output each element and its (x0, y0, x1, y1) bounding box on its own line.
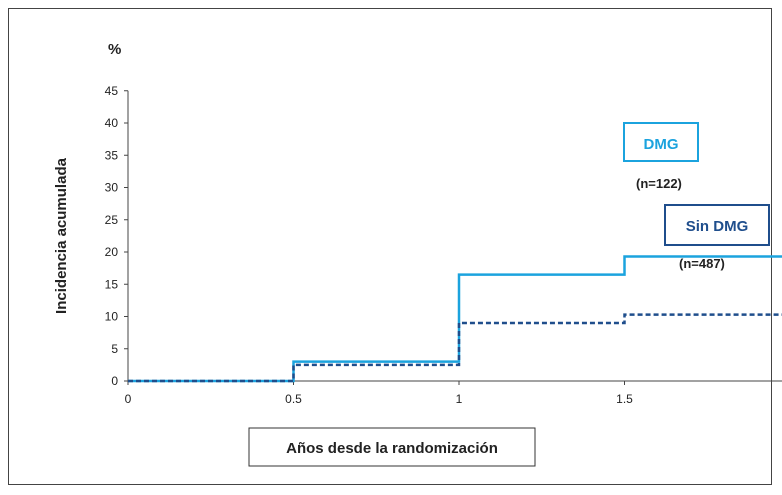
y-tick-label: 15 (105, 277, 119, 291)
y-tick-label: 40 (105, 116, 119, 130)
legend-n-sin-dmg: (n=487) (679, 256, 725, 271)
x-axis-title: Años desde la randomización (286, 440, 498, 457)
series-line-dmg (128, 255, 782, 383)
y-tick-label: 5 (111, 342, 118, 356)
y-tick-label: 20 (105, 245, 119, 259)
chart-frame (8, 8, 772, 485)
axes (124, 90, 782, 385)
y-tick-label: 35 (105, 148, 119, 162)
x-tick-label: 1.5 (616, 392, 633, 406)
legend-n-dmg: (n=122) (636, 176, 682, 191)
y-tick-label: 45 (105, 84, 119, 98)
y-unit-label: % (108, 41, 121, 58)
legend-box-sin-dmg (664, 204, 770, 246)
y-tick-label: 0 (111, 374, 118, 388)
series-layer (128, 255, 782, 383)
y-axis-title: Incidencia acumulada (53, 157, 70, 314)
legend-label-sin-dmg: Sin DMG (686, 218, 749, 235)
y-tick-label: 30 (105, 181, 119, 195)
x-tick-label: 1 (456, 392, 463, 406)
x-axis-title-box (248, 427, 536, 467)
y-tick-label: 10 (105, 310, 119, 324)
legend-box-dmg (623, 122, 699, 162)
x-tick-label: 0 (125, 392, 132, 406)
legend-label-dmg: DMG (644, 136, 679, 153)
x-tick-label: 0.5 (285, 392, 302, 406)
y-tick-label: 25 (105, 213, 119, 227)
series-line-sin-dmg (128, 313, 782, 383)
